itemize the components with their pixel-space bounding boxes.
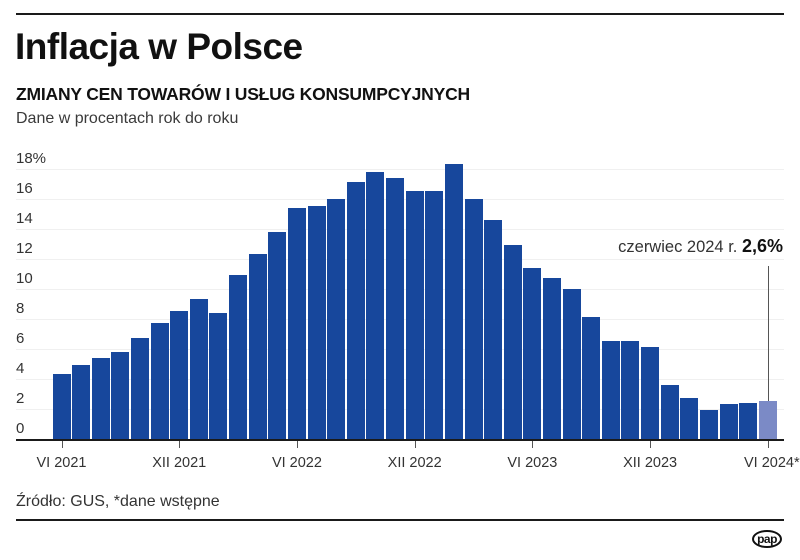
bar-iii-2022 [229, 275, 248, 440]
bar-viii-2022 [327, 198, 346, 440]
annotation-month: czerwiec 2024 r. [618, 238, 738, 256]
bar-x-2022 [366, 171, 385, 440]
x-tick-label: VI 2023 [507, 455, 558, 471]
x-tick-label: XII 2022 [387, 455, 442, 471]
y-tick-label: 10 [16, 270, 33, 287]
bar-v-2024 [739, 402, 758, 440]
bar-iii-2024 [699, 410, 718, 440]
bar-v-2022 [268, 231, 287, 440]
bar-xii-2021 [170, 311, 189, 440]
bar-xii-2023 [641, 347, 660, 440]
y-tick-label: 8 [16, 300, 25, 317]
y-tick-label: 0 [16, 420, 25, 437]
y-tick-label: 16 [16, 180, 33, 197]
bar-vi-2024 [758, 401, 777, 440]
bar-xii-2022 [405, 191, 424, 440]
y-tick-label: 4 [16, 360, 25, 377]
x-tick-mark [650, 441, 652, 448]
gridline [16, 169, 784, 170]
page-title: Inflacja w Polsce [15, 26, 303, 67]
source-note: Źródło: GUS, *dane wstępne [16, 493, 220, 510]
y-tick-label: 14 [16, 210, 33, 227]
annotation-leader-line [767, 266, 769, 401]
pap-logo: pap [752, 530, 782, 548]
chart-description: Dane w procentach rok do roku [16, 110, 239, 127]
x-tick-mark [532, 441, 534, 448]
bar-ii-2023 [444, 164, 463, 440]
bar-viii-2021 [91, 357, 110, 440]
x-axis-line [16, 439, 784, 441]
bar-xi-2022 [386, 177, 405, 440]
x-tick-mark [296, 441, 298, 448]
bar-i-2024 [660, 384, 679, 440]
y-tick-label: 18% [16, 150, 47, 167]
top-rule [16, 13, 784, 15]
bar-vii-2022 [307, 206, 326, 440]
bar-v-2023 [503, 245, 522, 440]
x-tick-label: VI 2022 [271, 455, 322, 471]
y-tick-label: 2 [16, 390, 25, 407]
bar-viii-2023 [562, 288, 581, 440]
bar-vi-2023 [523, 267, 542, 440]
y-tick-label: 12 [16, 240, 33, 257]
bar-iv-2024 [719, 404, 738, 440]
annotation-label: czerwiec 2024 r. 2,6% [618, 236, 783, 257]
bottom-rule [16, 519, 784, 521]
bar-ix-2023 [582, 317, 601, 440]
bar-iv-2022 [248, 254, 267, 440]
bar-ix-2022 [346, 182, 365, 440]
bar-vii-2023 [543, 278, 561, 440]
x-tick-label: VI 2021 [36, 455, 87, 471]
x-tick-label: XII 2023 [623, 455, 678, 471]
x-tick-mark [61, 441, 63, 448]
bar-ii-2022 [209, 312, 228, 440]
bar-ix-2021 [111, 351, 130, 440]
chart-subtitle: ZMIANY CEN TOWARÓW I USŁUG KONSUMPCYJNYC… [16, 84, 470, 104]
bar-iv-2023 [484, 219, 503, 440]
bar-xi-2021 [150, 323, 169, 440]
bar-ii-2024 [680, 398, 699, 440]
x-tick-label: VI 2024* [743, 455, 800, 471]
y-tick-label: 6 [16, 330, 25, 347]
bar-i-2023 [425, 191, 444, 440]
bar-iii-2023 [464, 198, 483, 440]
bar-vi-2022 [287, 207, 306, 440]
annotation-value: 2,6% [741, 236, 783, 256]
x-tick-mark [414, 441, 416, 448]
bar-xi-2023 [621, 341, 640, 440]
x-tick-mark [767, 441, 769, 448]
bar-i-2022 [189, 299, 208, 440]
x-tick-label: XII 2021 [152, 455, 207, 471]
x-tick-mark [179, 441, 181, 448]
bar-x-2021 [130, 338, 149, 440]
bar-x-2023 [601, 341, 620, 440]
bar-vi-2021 [52, 374, 71, 440]
bar-vii-2021 [72, 365, 91, 440]
